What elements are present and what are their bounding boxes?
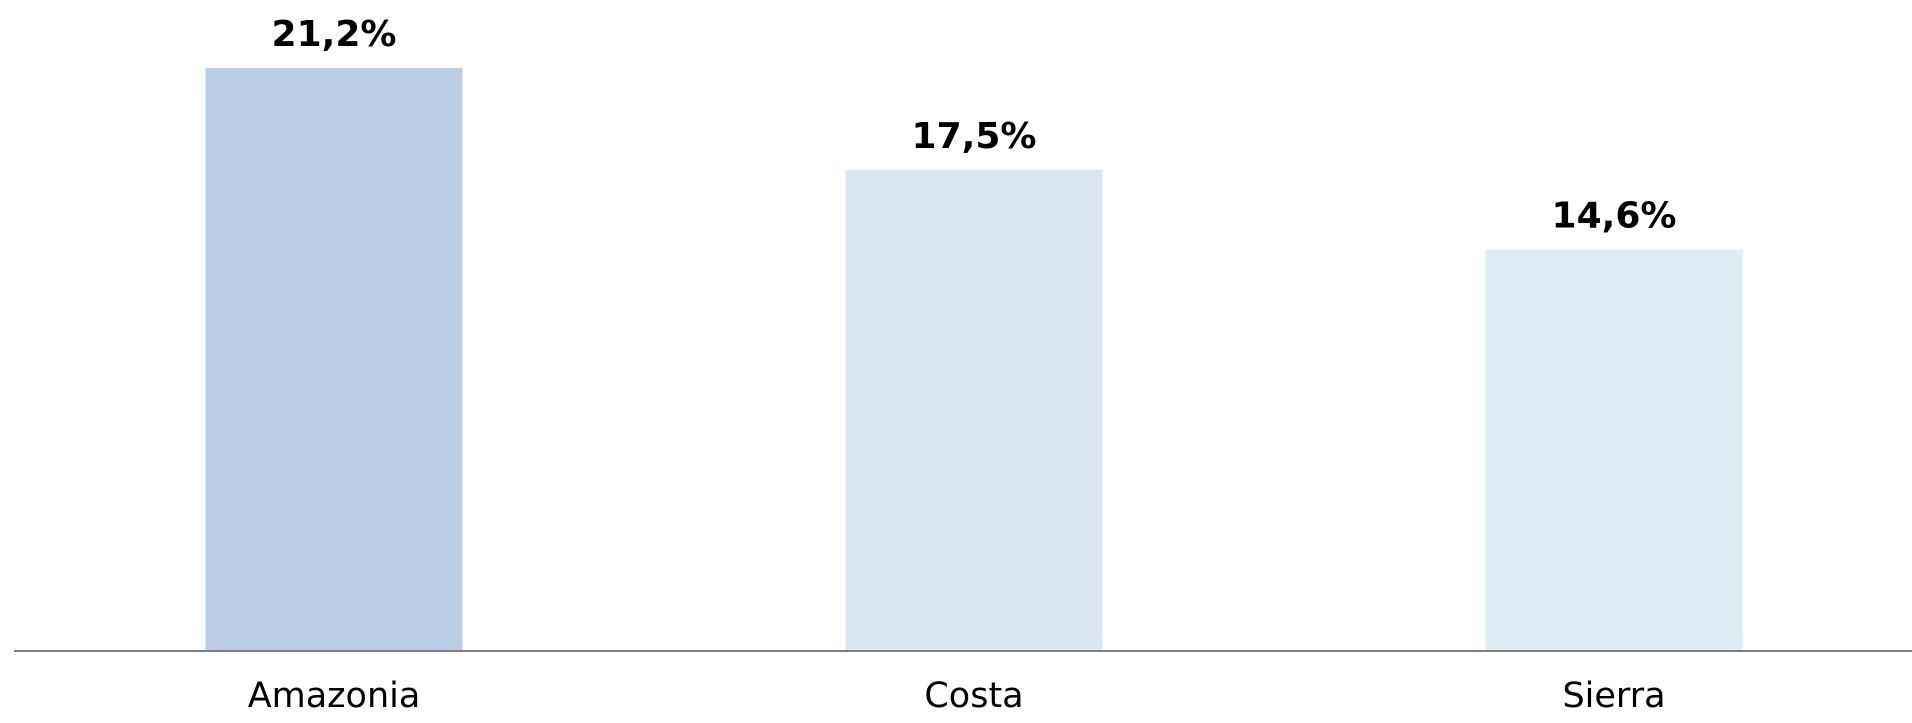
category-label-amazonia: Amazonia (248, 676, 421, 716)
bar-amazonia (205, 68, 463, 651)
category-label-costa: Costa (924, 676, 1023, 716)
value-label-amazonia: 21,2% (272, 14, 397, 55)
category-label-sierra: Sierra (1562, 676, 1665, 716)
bars-group (205, 68, 1743, 651)
bar-costa (845, 169, 1103, 651)
value-label-costa: 17,5% (912, 116, 1037, 157)
value-labels-group: 21,2% 17,5% 14,6% (272, 14, 1677, 237)
category-labels-group: Amazonia Costa Sierra (248, 676, 1666, 716)
bar-sierra (1485, 249, 1743, 651)
value-label-sierra: 14,6% (1552, 196, 1677, 237)
